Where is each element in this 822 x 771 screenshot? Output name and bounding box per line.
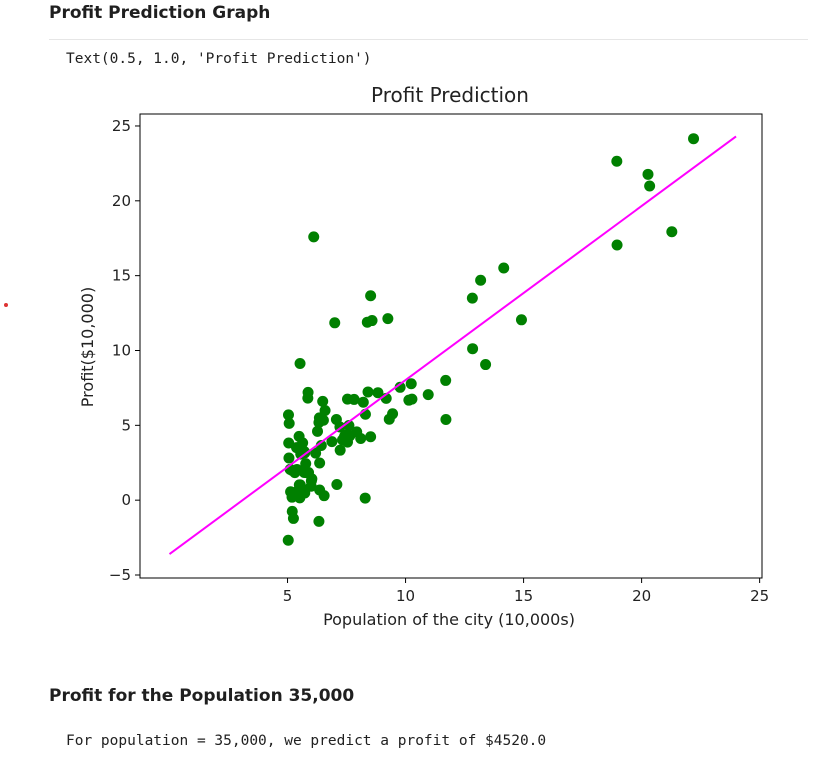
data-point (642, 168, 654, 180)
data-point (329, 317, 341, 329)
data-point (315, 440, 327, 452)
data-point (498, 262, 510, 274)
data-point (467, 343, 479, 355)
data-point (300, 458, 312, 470)
data-point (317, 414, 329, 426)
data-point (405, 378, 417, 390)
text-output: Text(0.5, 1.0, 'Profit Prediction') (66, 51, 372, 67)
data-point (314, 484, 326, 496)
data-point (292, 485, 304, 497)
data-point (283, 417, 295, 429)
data-point (297, 437, 309, 449)
data-point (515, 314, 527, 326)
regression-line (168, 135, 737, 555)
data-point (611, 155, 623, 167)
data-point (331, 478, 343, 490)
x-tick-label: 15 (514, 587, 533, 605)
y-tick-label: 20 (112, 192, 131, 210)
data-point (313, 515, 325, 527)
data-point (365, 290, 377, 302)
data-point (688, 133, 700, 145)
axes-frame (139, 113, 763, 579)
data-point (314, 457, 326, 469)
y-tick-label: −5 (109, 566, 131, 584)
data-point (466, 292, 478, 304)
data-point (382, 313, 394, 325)
prediction-section-heading: Profit for the Population 35,000 (49, 686, 355, 706)
data-point (366, 315, 378, 327)
data-point (666, 226, 678, 238)
profit-prediction-chart: Profit Prediction 5 10 15 20 25−50510152025 … (78, 83, 769, 629)
data-point (362, 386, 374, 398)
data-point (344, 430, 356, 442)
data-point (326, 436, 338, 448)
data-point (359, 492, 371, 504)
prediction-output: For population = 35,000, we predict a pr… (66, 733, 547, 749)
data-point (475, 274, 487, 286)
data-point (282, 534, 294, 546)
x-tick-label: 10 (396, 587, 415, 605)
plot-marks (168, 133, 737, 555)
data-point (387, 408, 399, 420)
chart-title: Profit Prediction (371, 83, 529, 107)
data-point (357, 396, 369, 408)
x-tick-label: 20 (632, 587, 651, 605)
data-point (372, 387, 384, 399)
data-point (365, 431, 377, 443)
data-point (611, 239, 623, 251)
y-tick-label: 25 (112, 117, 131, 135)
data-point (440, 413, 452, 425)
data-point (291, 463, 303, 475)
data-point (440, 374, 452, 386)
data-point (422, 389, 434, 401)
data-point (308, 231, 320, 243)
x-tick-label: 5 (283, 587, 293, 605)
x-axis-label: Population of the city (10,000s) (323, 610, 575, 629)
data-point (394, 381, 406, 393)
data-point (294, 358, 306, 370)
cell-marker-dot (4, 303, 8, 307)
data-point (644, 180, 656, 192)
y-tick-label: 5 (121, 416, 131, 434)
y-tick-label: 10 (112, 341, 131, 359)
y-axis-label: Profit($10,000) (78, 287, 97, 407)
y-tick-label: 15 (112, 267, 131, 285)
graph-section-heading: Profit Prediction Graph (49, 3, 271, 23)
x-tick-label: 25 (750, 587, 769, 605)
data-point (317, 395, 329, 407)
data-point (283, 452, 295, 464)
data-point (305, 480, 317, 492)
data-point (406, 393, 418, 405)
y-tick-label: 0 (121, 491, 131, 509)
data-point (355, 433, 367, 445)
data-point (334, 444, 346, 456)
data-point (286, 505, 298, 517)
cell-divider (49, 39, 808, 40)
data-point (312, 425, 324, 437)
data-point (341, 393, 353, 405)
data-point (302, 386, 314, 398)
data-point (310, 447, 322, 459)
data-point (480, 359, 492, 371)
axis-ticks: 5 10 15 20 25 −5 0 5 10 15 20 25 (109, 117, 769, 605)
plot-frame (139, 113, 763, 579)
data-point (282, 409, 294, 421)
